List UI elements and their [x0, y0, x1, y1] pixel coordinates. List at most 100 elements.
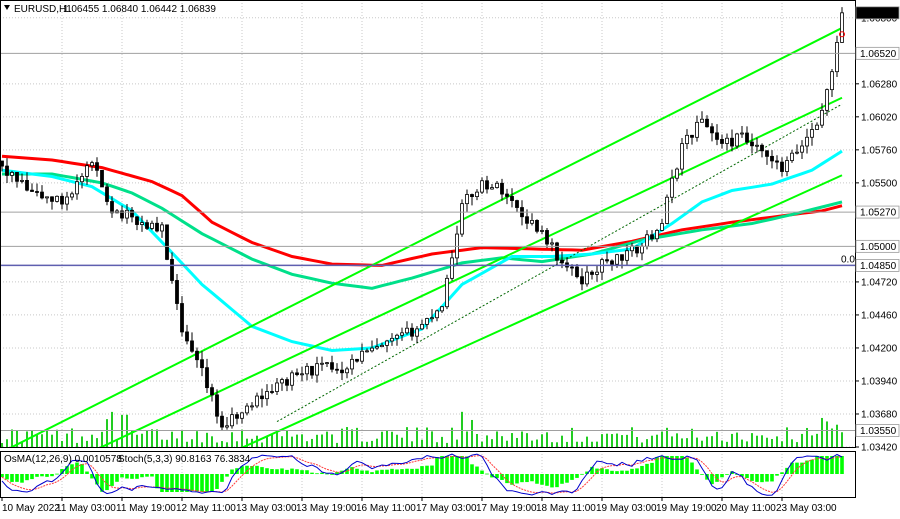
volume-bar	[61, 440, 63, 447]
candle	[335, 363, 339, 374]
volume-bar	[506, 440, 508, 447]
osma-bar	[580, 473, 584, 475]
volume-bar	[451, 427, 453, 447]
price-tick-label: 1.03940	[861, 376, 898, 387]
volume-bar	[626, 434, 628, 447]
time-tick-label: 17 May 19:00	[476, 503, 537, 514]
volume-bar	[51, 434, 53, 447]
volume-bar	[491, 439, 493, 447]
osma-bar	[215, 474, 219, 489]
candle-body	[130, 209, 134, 218]
candle	[435, 309, 439, 322]
volume-bar	[456, 439, 458, 447]
candle	[680, 137, 684, 176]
volume-bar	[486, 435, 488, 447]
osma-bar	[825, 456, 829, 474]
volume-bar	[96, 438, 98, 447]
osma-bar	[60, 468, 64, 474]
time-tick-label: 23 May 03:00	[776, 503, 837, 514]
volume-bar	[386, 430, 388, 447]
osma-bar	[405, 468, 409, 474]
candle	[15, 172, 19, 188]
level-marker: 0.0	[841, 254, 855, 265]
candle-body	[200, 359, 204, 369]
volume-bar	[86, 440, 88, 447]
osma-bar	[800, 462, 804, 474]
candle	[840, 7, 844, 43]
candle-body	[525, 216, 529, 224]
candle-body	[420, 323, 424, 330]
candle-body	[475, 191, 479, 197]
osma-bar	[465, 456, 469, 474]
volume-bar	[651, 435, 653, 447]
candle-body	[110, 201, 114, 214]
candle	[270, 384, 274, 395]
volume-bar	[741, 439, 743, 447]
candle-body	[220, 415, 224, 428]
osma-bar	[770, 474, 774, 482]
candle-body	[375, 346, 379, 349]
osma-bar	[155, 474, 159, 489]
candle	[90, 160, 94, 171]
osma-bar	[90, 474, 94, 479]
volume-bar	[321, 434, 323, 447]
osma-bar	[65, 466, 69, 474]
candle	[770, 150, 774, 169]
price-label-box	[855, 259, 900, 272]
candle-body	[510, 196, 514, 201]
osma-bar	[50, 474, 54, 477]
volume-bar	[731, 433, 733, 447]
candle-body	[25, 180, 29, 191]
volume-bar	[231, 432, 233, 447]
osma-bar	[505, 474, 509, 484]
osma-bar	[260, 467, 264, 474]
candle-body	[585, 271, 589, 285]
volume-bar	[656, 434, 658, 447]
candle	[445, 274, 449, 310]
candle	[815, 122, 819, 130]
candle	[320, 356, 324, 371]
volume-bar	[431, 431, 433, 447]
candle-body	[390, 337, 394, 342]
candle-body	[490, 187, 494, 190]
volume-bar	[496, 431, 498, 447]
candle-body	[10, 172, 14, 176]
candle	[535, 219, 539, 234]
volume-bar	[396, 434, 398, 447]
candle	[790, 149, 794, 163]
candle-body	[370, 347, 374, 352]
candle	[95, 157, 99, 177]
price-axis: 1.068001.062801.060201.057601.055001.047…	[855, 6, 900, 454]
candle	[380, 342, 384, 348]
candle	[540, 225, 544, 235]
level-price-label: 1.04850	[855, 259, 900, 272]
candle	[650, 230, 654, 242]
osma-bar	[165, 474, 169, 492]
candle-body	[720, 139, 724, 144]
osma-bar	[80, 464, 84, 474]
osma-bar	[690, 462, 694, 474]
osma-bar	[280, 468, 284, 474]
candle-body	[725, 137, 729, 144]
volume-bar	[1, 442, 3, 447]
candle	[505, 188, 509, 205]
candle-body	[505, 193, 509, 197]
volume-bar	[476, 434, 478, 447]
volume-bar	[721, 440, 723, 447]
volume-bar	[676, 433, 678, 447]
candle	[620, 254, 624, 269]
candle	[355, 358, 359, 363]
candle	[60, 193, 64, 210]
candle	[175, 274, 179, 311]
volume-bar	[806, 427, 808, 447]
candle-body	[175, 280, 179, 304]
price-label-text: 1.05000	[860, 242, 897, 253]
candle-body	[185, 331, 189, 342]
candle	[5, 158, 9, 183]
osma-bar	[570, 474, 574, 480]
candle	[75, 174, 79, 200]
volume-bar	[181, 430, 183, 447]
candle-body	[365, 350, 369, 353]
osma-bar	[195, 474, 199, 492]
